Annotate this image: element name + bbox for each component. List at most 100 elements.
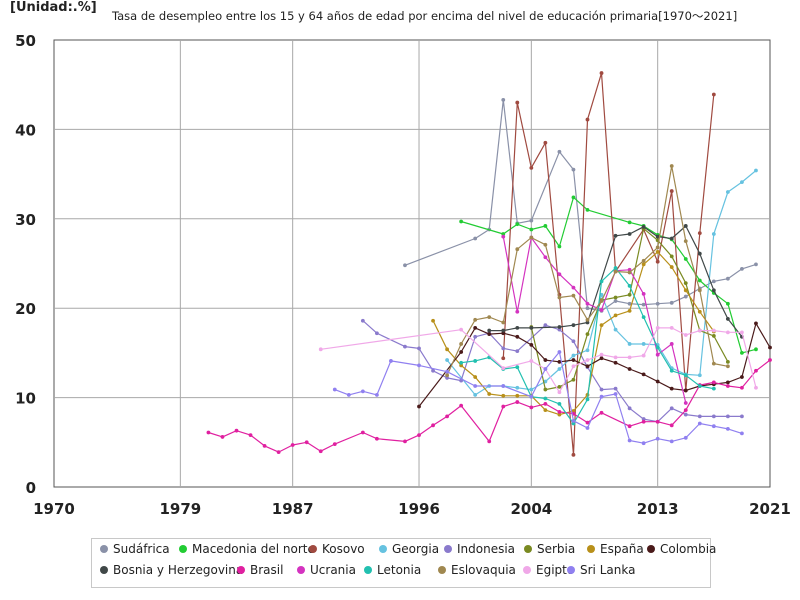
series-line-bosnia-y-herzegovina xyxy=(489,225,743,338)
data-point-letonia xyxy=(585,397,590,402)
data-point-macedonia-del-norte xyxy=(683,257,688,261)
data-point-eslovaquia xyxy=(669,164,674,168)
data-point-georgia xyxy=(543,379,548,384)
legend-label: Brasil xyxy=(250,563,284,577)
legend-marker xyxy=(297,566,305,574)
data-point-sri-lanka xyxy=(613,392,618,396)
data-point-bosnia-y-herzegovina xyxy=(669,236,674,241)
data-point-brasil xyxy=(754,368,758,373)
data-point-macedonia-del-norte xyxy=(529,227,534,232)
data-point-ucrania xyxy=(571,285,576,290)
data-point-espana xyxy=(599,323,604,328)
data-point-egipto xyxy=(740,330,744,335)
data-point-macedonia-del-norte xyxy=(627,220,632,225)
data-point-sri-lanka xyxy=(697,421,702,426)
data-point-sudafrica xyxy=(529,218,534,223)
data-point-kosovo xyxy=(655,259,660,264)
data-point-letonia xyxy=(711,386,716,391)
data-point-sri-lanka xyxy=(389,359,393,363)
data-point-brasil xyxy=(683,408,688,413)
data-point-brasil xyxy=(332,442,337,446)
data-point-sri-lanka xyxy=(655,436,660,441)
data-point-sudafrica xyxy=(740,266,744,271)
data-point-espana xyxy=(515,393,520,398)
data-point-sri-lanka xyxy=(740,431,744,436)
data-point-letonia xyxy=(627,283,632,288)
data-point-espana xyxy=(543,408,548,413)
data-point-eslovaquia xyxy=(445,373,449,378)
data-point-ucrania xyxy=(683,401,688,405)
data-point-georgia xyxy=(740,180,744,185)
data-point-letonia xyxy=(655,345,660,350)
data-point-eslovaquia xyxy=(459,342,464,346)
data-point-egipto xyxy=(459,327,464,332)
data-point-brasil xyxy=(768,358,772,362)
data-point-georgia xyxy=(725,190,730,194)
data-point-letonia xyxy=(641,315,646,320)
data-point-indonesia xyxy=(417,346,421,351)
legend-item: Serbia xyxy=(524,542,575,556)
data-point-brasil xyxy=(262,443,267,448)
legend-marker xyxy=(647,545,655,553)
x-tick-label: 2013 xyxy=(637,500,679,518)
data-point-colombia xyxy=(529,342,534,347)
data-point-colombia xyxy=(627,367,632,371)
data-point-kosovo xyxy=(501,356,506,361)
data-point-brasil xyxy=(431,423,435,428)
data-point-eslovaquia xyxy=(501,320,506,325)
data-point-egipto xyxy=(501,366,506,370)
data-point-egipto xyxy=(641,353,646,358)
data-point-serbia xyxy=(725,359,730,364)
data-point-sri-lanka xyxy=(683,435,688,440)
data-point-espana xyxy=(445,347,449,352)
legend-marker xyxy=(309,545,317,553)
legend-item: Bosnia y Herzegovina xyxy=(100,563,243,577)
data-point-sri-lanka xyxy=(627,438,632,443)
data-point-eslovaquia xyxy=(725,364,730,369)
legend-item: Brasil xyxy=(237,563,283,577)
data-point-letonia xyxy=(697,384,702,388)
x-tick-label: 2021 xyxy=(749,500,791,518)
data-point-sudafrica xyxy=(641,302,646,307)
series-line-eslovaquia xyxy=(446,165,729,376)
data-point-sri-lanka xyxy=(332,387,337,392)
data-point-sri-lanka xyxy=(543,367,548,371)
data-point-eslovaquia xyxy=(627,270,632,275)
data-point-brasil xyxy=(360,430,365,435)
data-point-ucrania xyxy=(655,352,660,357)
data-point-indonesia xyxy=(711,414,716,419)
data-point-bosnia-y-herzegovina xyxy=(557,325,562,329)
data-point-letonia xyxy=(571,421,576,426)
data-point-eslovaquia xyxy=(571,293,576,298)
legend-marker xyxy=(438,566,446,574)
data-point-macedonia-del-norte xyxy=(543,224,548,228)
legend-item: Kosovo xyxy=(309,542,365,556)
legend-item: Letonia xyxy=(364,563,421,577)
data-point-eslovaquia xyxy=(697,288,702,293)
data-point-macedonia-del-norte xyxy=(459,219,464,224)
data-point-macedonia-del-norte xyxy=(557,244,562,249)
legend-label: España xyxy=(600,542,644,556)
legend-marker xyxy=(379,545,387,553)
unit-label: [Unidad:.%] xyxy=(10,0,97,15)
data-point-brasil xyxy=(234,428,239,433)
data-point-bosnia-y-herzegovina xyxy=(711,288,716,293)
data-point-espana xyxy=(697,309,702,314)
legend-label: Kosovo xyxy=(322,542,365,556)
data-point-brasil xyxy=(276,450,281,455)
data-point-egipto xyxy=(669,325,674,330)
data-point-serbia xyxy=(585,332,590,337)
data-point-brasil xyxy=(459,403,464,408)
data-point-indonesia xyxy=(683,412,688,417)
data-point-macedonia-del-norte xyxy=(571,195,576,200)
data-point-egipto xyxy=(697,328,702,333)
y-tick-label: 0 xyxy=(26,479,36,497)
data-point-espana xyxy=(459,363,464,368)
legend-marker xyxy=(444,545,452,553)
data-point-kosovo xyxy=(571,452,576,457)
data-point-colombia xyxy=(585,364,590,369)
data-point-georgia xyxy=(445,358,449,362)
series-line-ucrania xyxy=(502,236,687,404)
data-point-letonia xyxy=(557,401,562,406)
data-point-letonia xyxy=(473,359,478,363)
